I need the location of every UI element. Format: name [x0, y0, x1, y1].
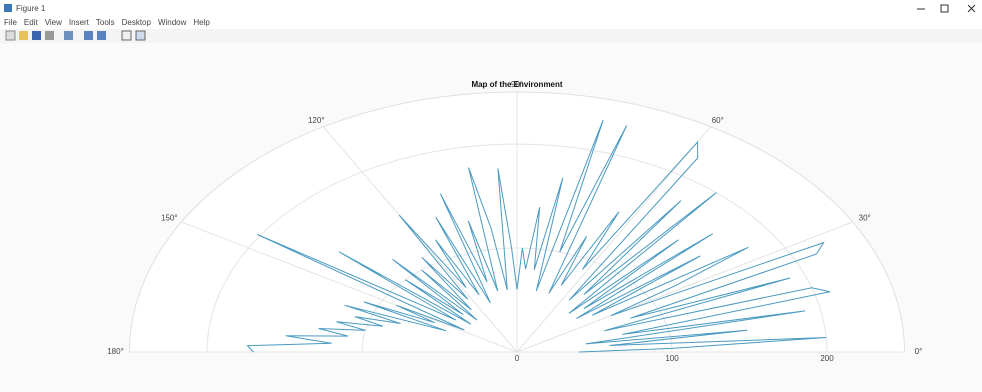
plot-tools-icon[interactable] [135, 30, 146, 41]
print-icon[interactable] [45, 31, 54, 40]
menu-item[interactable]: View [45, 18, 62, 27]
open-icon[interactable] [19, 31, 28, 40]
maximize-button[interactable] [940, 4, 949, 13]
theta-tick-label: 90° [511, 80, 523, 89]
r-tick-label: 200 [820, 354, 834, 363]
menu-item[interactable]: Help [193, 18, 210, 27]
new-icon[interactable] [5, 30, 16, 41]
theta-grid-line [516, 221, 853, 353]
pointer-icon[interactable] [121, 30, 132, 41]
menu-item[interactable]: Edit [24, 18, 39, 27]
menu-item[interactable]: Window [158, 18, 187, 27]
theta-grid-line [516, 126, 712, 353]
link-icon[interactable] [64, 31, 73, 40]
theta-tick-label: 30° [859, 214, 871, 223]
theta-grid-line [181, 221, 518, 353]
app-icon [4, 4, 12, 12]
data-line [246, 119, 831, 353]
save-icon[interactable] [32, 31, 41, 40]
toolbar-icons [5, 30, 146, 41]
theta-grid-line [322, 126, 518, 353]
colorbar-icon[interactable] [84, 31, 93, 40]
title-bar [0, 0, 982, 17]
menu-item[interactable]: Desktop [122, 18, 152, 27]
menu-item[interactable]: File [4, 18, 17, 27]
r-tick-label: 100 [665, 354, 679, 363]
chart-title: Map of the Environment [471, 80, 562, 89]
toolbar [0, 29, 982, 43]
theta-tick-label: 180° [107, 347, 124, 356]
theta-tick-label: 0° [915, 347, 923, 356]
legend-icon[interactable] [97, 31, 106, 40]
close-button[interactable] [967, 4, 976, 13]
window-title: Figure 1 [16, 4, 46, 13]
r-tick-label: 0 [515, 354, 520, 363]
menu-item[interactable]: Insert [69, 18, 90, 27]
theta-tick-label: 150° [161, 214, 178, 223]
theta-tick-label: 60° [712, 116, 724, 125]
menu-item[interactable]: Tools [96, 18, 115, 27]
polar-axes: 0 100 200 0° 30° 60° 90° 120° 150° 180° [107, 80, 922, 363]
theta-tick-label: 120° [308, 116, 325, 125]
menu-bar [0, 17, 982, 29]
